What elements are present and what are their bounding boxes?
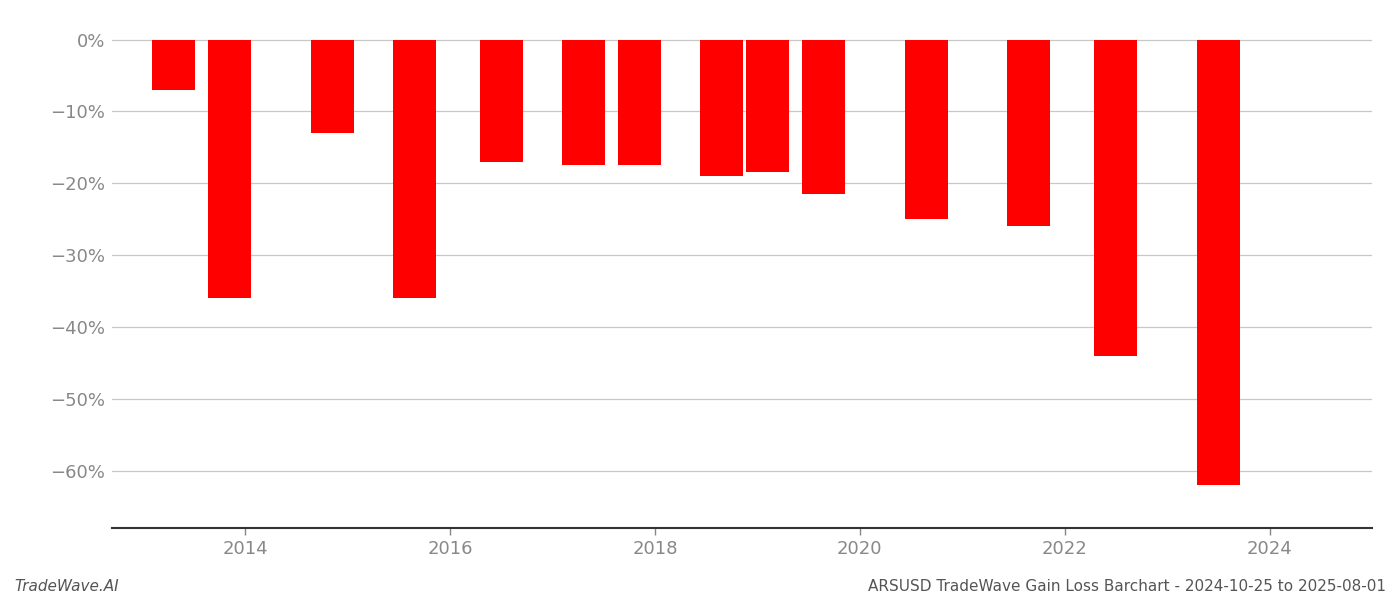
Bar (1197, 40, 1240, 485)
Text: ARSUSD TradeWave Gain Loss Barchart - 2024-10-25 to 2025-08-01: ARSUSD TradeWave Gain Loss Barchart - 20… (868, 579, 1386, 594)
Bar (802, 40, 846, 194)
Bar (392, 40, 435, 298)
Bar (1008, 40, 1050, 226)
Bar (746, 40, 790, 172)
Bar (617, 40, 661, 165)
Text: TradeWave.AI: TradeWave.AI (14, 579, 119, 594)
Bar (700, 40, 743, 176)
Bar (209, 40, 252, 298)
Bar (561, 40, 605, 165)
Bar (904, 40, 948, 219)
Bar (1095, 40, 1137, 356)
Bar (311, 40, 354, 133)
Bar (480, 40, 522, 161)
Bar (153, 40, 195, 90)
